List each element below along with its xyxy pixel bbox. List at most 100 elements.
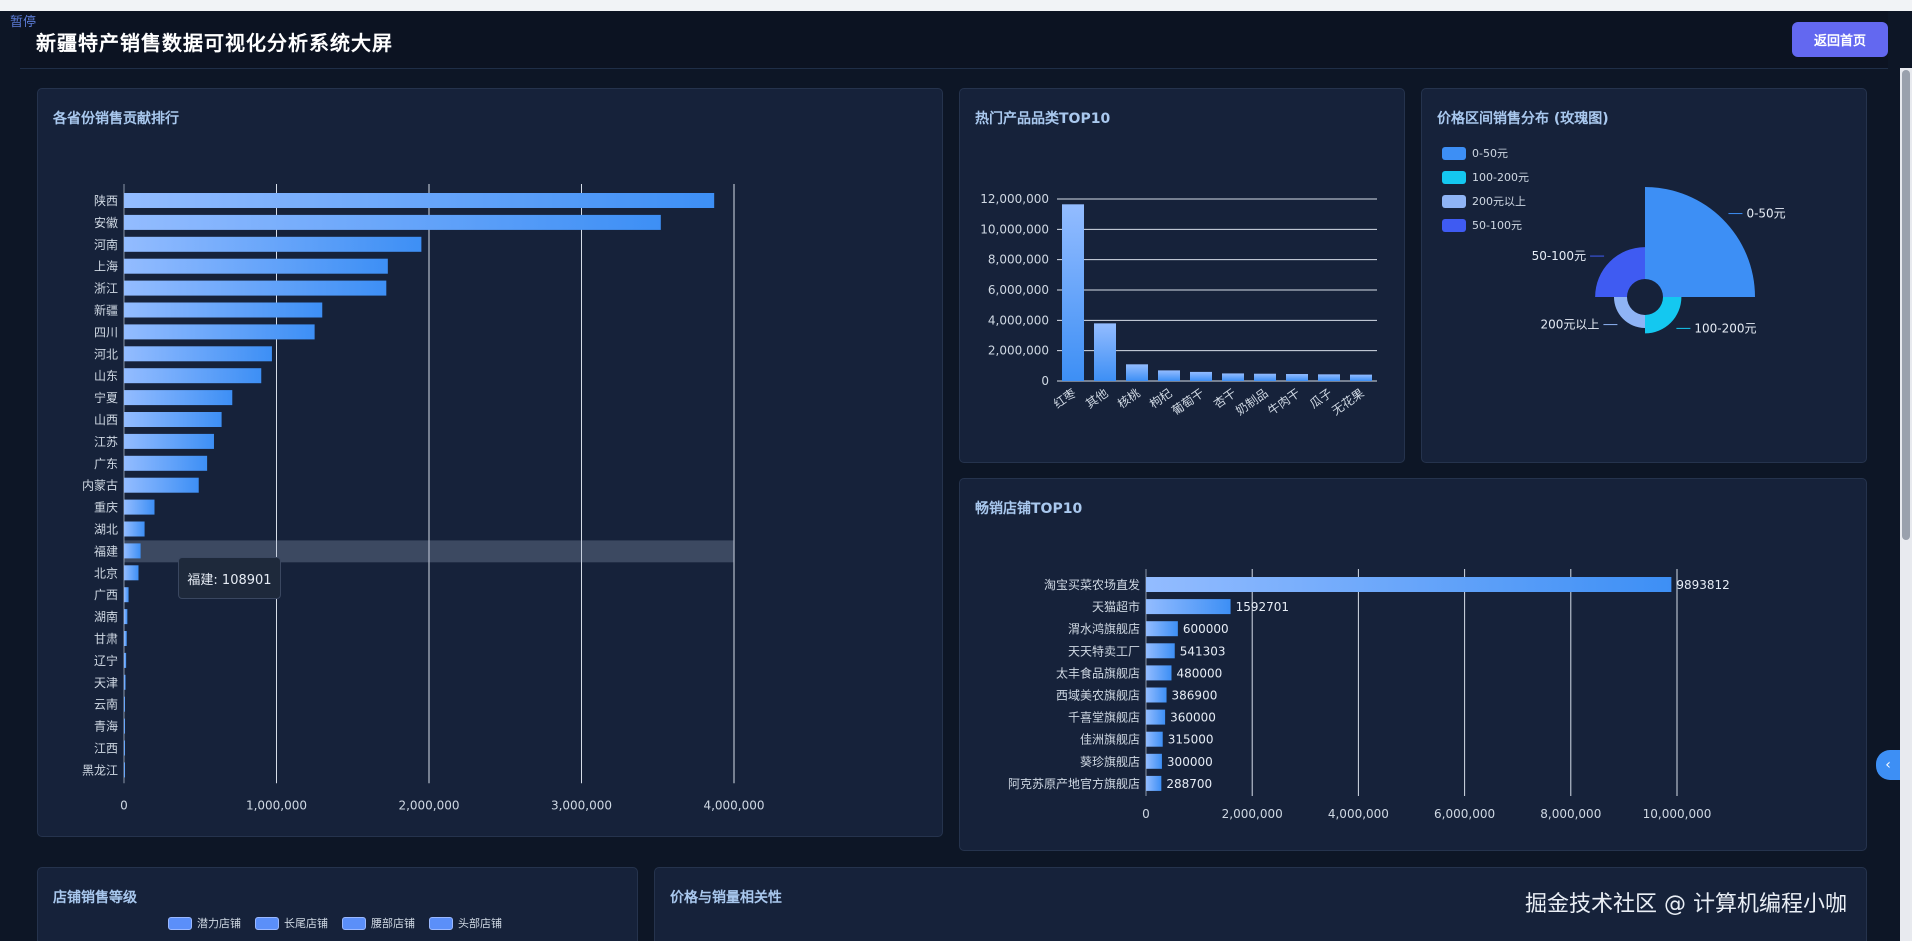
y-tick-label: 云南 bbox=[94, 697, 118, 712]
legend-label: 腰部店铺 bbox=[371, 917, 415, 930]
legend-item-waist[interactable]: 腰部店铺 bbox=[342, 915, 415, 931]
y-tick-label: 西域美农旗舰店 bbox=[1056, 688, 1140, 703]
store-panel: 畅销店铺TOP10 0 2,000,000 4,000,000 6,000,000 8,… bbox=[959, 478, 1867, 851]
province-panel-title: 各省份销售贡献排行 bbox=[53, 111, 179, 127]
legend-label: 200元以上 bbox=[1472, 195, 1526, 208]
y-tick-label: 天天特卖工厂 bbox=[1068, 643, 1140, 658]
bar-红枣 bbox=[1062, 204, 1084, 381]
legend-label: 潜力店铺 bbox=[197, 917, 241, 930]
slice-label: 50-100元 bbox=[1532, 249, 1587, 263]
y-tick-label: 渭水鸿旗舰店 bbox=[1068, 621, 1140, 636]
legend-item-potential[interactable]: 潜力店铺 bbox=[168, 915, 241, 931]
price-panel-title: 价格区间销售分布 (玫瑰图) bbox=[1437, 111, 1609, 127]
y-tick-label: 天津 bbox=[94, 676, 118, 690]
bar-葡萄干 bbox=[1190, 371, 1212, 381]
hover-highlight bbox=[124, 540, 734, 563]
province-bar-chart[interactable]: 0 1,000,000 2,000,000 3,000,000 4,000,000 陕西安… bbox=[38, 89, 944, 838]
y-tick-label: 2,000,000 bbox=[988, 344, 1049, 358]
bar-湖北 bbox=[124, 521, 145, 537]
x-tick-label: 10,000,000 bbox=[1643, 807, 1712, 821]
x-tick-label: 核桃 bbox=[1114, 385, 1142, 411]
x-tick-label: 3,000,000 bbox=[551, 798, 612, 812]
bar-太丰食品旗舰店 bbox=[1146, 665, 1172, 681]
price-legend-item[interactable]: 50-100元 bbox=[1442, 213, 1529, 237]
y-tick-label: 太丰食品旗舰店 bbox=[1056, 665, 1140, 680]
store-bar-chart[interactable]: 0 2,000,000 4,000,000 6,000,000 8,000,000 10,… bbox=[960, 479, 1868, 852]
bar-山西 bbox=[124, 412, 222, 427]
bar-天猫超市 bbox=[1146, 599, 1231, 615]
legend-item-longtail[interactable]: 长尾店铺 bbox=[255, 915, 328, 931]
bar-浙江 bbox=[124, 280, 387, 296]
y-tick-label: 阿克苏原产地官方旗舰店 bbox=[1008, 776, 1140, 791]
bar-value-label: 1592701 bbox=[1236, 600, 1289, 614]
rose-slice bbox=[1595, 247, 1645, 297]
back-home-button[interactable]: 返回首页 bbox=[1792, 22, 1888, 57]
legend-swatch bbox=[1442, 218, 1466, 232]
y-tick-label: 山西 bbox=[94, 413, 118, 427]
x-tick-label: 其他 bbox=[1083, 386, 1111, 411]
bar-葵珍旗舰店 bbox=[1146, 753, 1162, 769]
scrollbar-thumb[interactable] bbox=[1902, 70, 1910, 540]
bar-value-label: 541303 bbox=[1180, 644, 1226, 658]
bar-黑龙江 bbox=[124, 762, 125, 778]
browser-top-strip bbox=[0, 0, 1912, 11]
y-tick-label: 淘宝买菜农场直发 bbox=[1044, 577, 1140, 592]
bar-西域美农旗舰店 bbox=[1146, 687, 1167, 703]
bar-安徽 bbox=[124, 214, 661, 230]
y-tick-label: 辽宁 bbox=[94, 653, 118, 668]
price-legend-item[interactable]: 100-200元 bbox=[1442, 165, 1529, 189]
y-tick-label: 陕西 bbox=[94, 193, 118, 208]
bar-云南 bbox=[124, 696, 125, 712]
y-tick-label: 江苏 bbox=[94, 435, 118, 449]
x-tick-label: 0 bbox=[1142, 807, 1150, 821]
bar-核桃 bbox=[1126, 364, 1148, 381]
x-tick-label: 4,000,000 bbox=[703, 798, 764, 812]
x-tick-label: 1,000,000 bbox=[246, 798, 307, 812]
bar-牛肉干 bbox=[1286, 374, 1308, 381]
bar-河北 bbox=[124, 346, 272, 362]
bar-上海 bbox=[124, 258, 388, 274]
bar-辽宁 bbox=[124, 652, 127, 668]
store-panel-title: 畅销店铺TOP10 bbox=[975, 501, 1083, 517]
legend-swatch bbox=[1442, 170, 1466, 184]
price-legend-item[interactable]: 200元以上 bbox=[1442, 189, 1529, 213]
y-tick-label: 河南 bbox=[94, 237, 118, 252]
bar-杏干 bbox=[1222, 373, 1244, 381]
price-rose-chart[interactable]: 0-50元 100-200元 200元以上 50-100元 bbox=[1422, 89, 1868, 464]
x-tick-label: 葡萄干 bbox=[1169, 386, 1207, 418]
bar-甘肃 bbox=[124, 631, 127, 646]
category-bar-chart[interactable]: 0 2,000,000 4,000,000 6,000,000 8,000,000 10,… bbox=[960, 89, 1406, 464]
bar-佳洲旗舰店 bbox=[1146, 731, 1163, 747]
bar-四川 bbox=[124, 324, 315, 340]
bar-value-label: 480000 bbox=[1176, 666, 1222, 680]
bar-天天特卖工厂 bbox=[1146, 643, 1175, 659]
corr-panel-title: 价格与销量相关性 bbox=[670, 890, 782, 906]
y-tick-label: 内蒙古 bbox=[82, 478, 118, 493]
bar-北京 bbox=[124, 565, 139, 581]
price-legend-item[interactable]: 0-50元 bbox=[1442, 141, 1529, 165]
y-tick-label: 佳洲旗舰店 bbox=[1080, 732, 1140, 747]
legend-label: 50-100元 bbox=[1472, 219, 1522, 232]
bar-value-label: 600000 bbox=[1183, 622, 1229, 636]
category-panel-title: 热门产品品类TOP10 bbox=[975, 111, 1111, 127]
bar-value-label: 9893812 bbox=[1676, 578, 1729, 592]
y-tick-label: 江西 bbox=[94, 742, 118, 756]
y-tick-label: 0 bbox=[1041, 374, 1049, 388]
y-tick-label: 安徽 bbox=[94, 215, 118, 230]
bar-江西 bbox=[124, 740, 125, 756]
y-tick-label: 广西 bbox=[94, 588, 118, 602]
tooltip-label: 福建: 108901 bbox=[187, 572, 272, 588]
y-tick-label: 葵珍旗舰店 bbox=[1080, 754, 1140, 769]
bar-山东 bbox=[124, 368, 262, 384]
y-tick-label: 12,000,000 bbox=[980, 192, 1049, 206]
y-tick-label: 8,000,000 bbox=[988, 253, 1049, 267]
y-tick-label: 上海 bbox=[94, 259, 118, 274]
bar-瓜子 bbox=[1318, 374, 1340, 381]
rose-slice bbox=[1645, 187, 1755, 297]
legend-item-head[interactable]: 头部店铺 bbox=[429, 915, 502, 931]
collapse-side-button[interactable]: ‹ bbox=[1876, 750, 1900, 780]
y-tick-label: 北京 bbox=[94, 566, 118, 580]
slice-label: 200元以上 bbox=[1541, 318, 1600, 332]
level-panel-title: 店铺销售等级 bbox=[53, 890, 137, 906]
